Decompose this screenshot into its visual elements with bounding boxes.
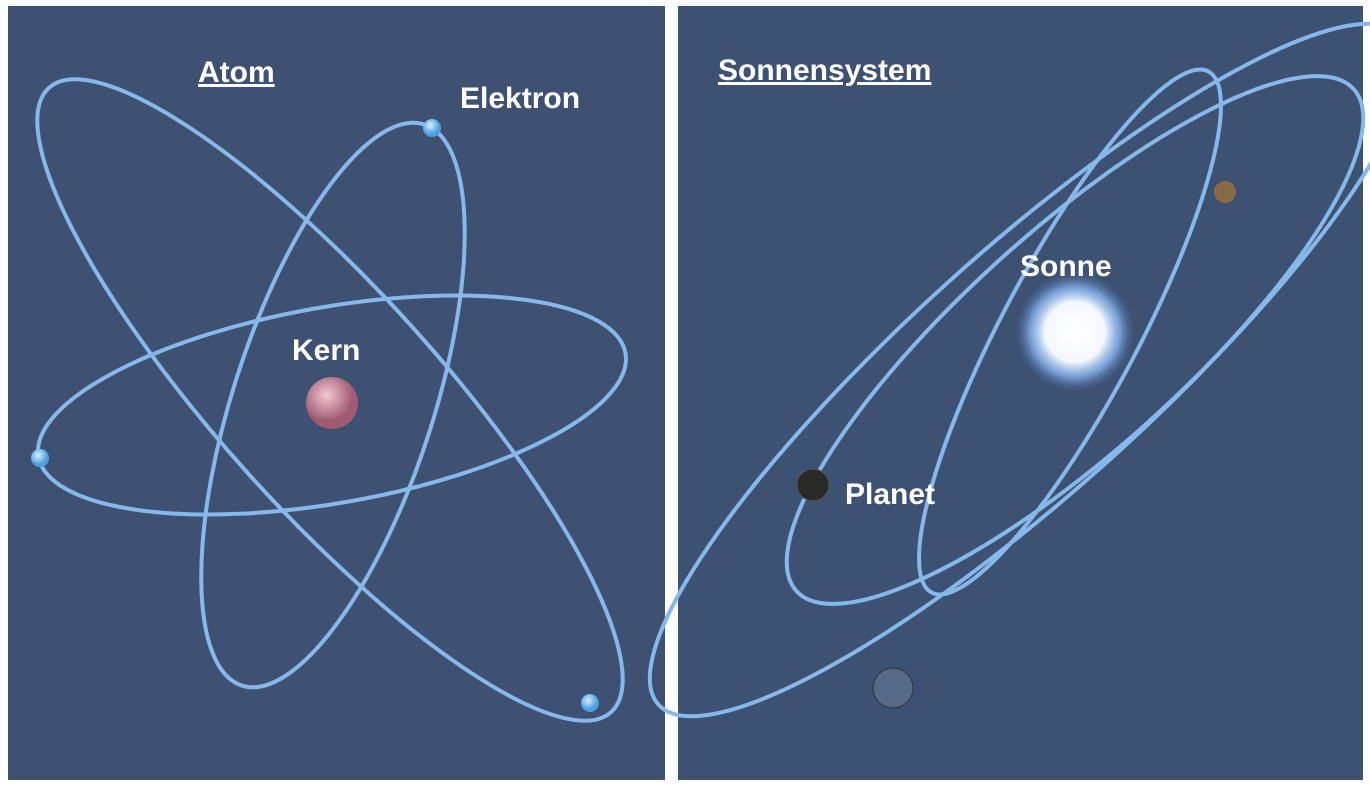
solar-title: Sonnensystem [718, 54, 931, 87]
sun [1015, 272, 1135, 392]
solar-orbits [647, 21, 1370, 719]
electron [581, 694, 599, 712]
planet [796, 468, 830, 502]
orbit [917, 67, 1223, 597]
electron [31, 449, 49, 467]
sun-label: Sonne [1020, 250, 1112, 283]
orbit [647, 21, 1370, 719]
nucleus [306, 377, 358, 429]
planet [872, 667, 914, 709]
solar-panel [678, 6, 1363, 780]
atom-title: Atom [198, 56, 275, 89]
planet [1214, 181, 1236, 203]
electron-label: Elektron [460, 82, 580, 115]
planet-label: Planet [845, 478, 935, 511]
orbit [35, 77, 625, 723]
nucleus-label: Kern [292, 334, 360, 367]
electron [423, 119, 441, 137]
